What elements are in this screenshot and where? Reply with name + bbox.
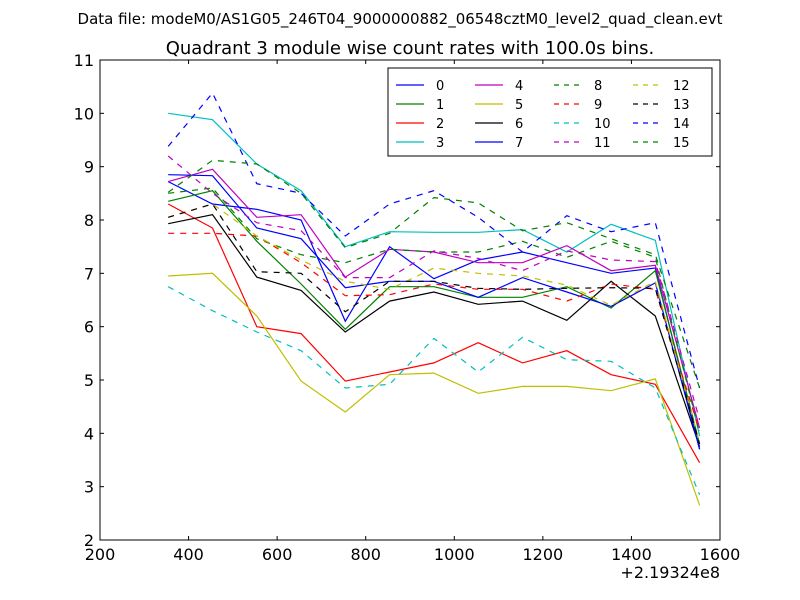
- x-tick-label: 1000: [434, 545, 475, 564]
- legend-label: 4: [515, 79, 523, 94]
- y-tick-label: 10: [74, 104, 94, 123]
- legend-label: 13: [673, 98, 690, 113]
- x-tick-label: 400: [173, 545, 204, 564]
- y-tick-label: 6: [84, 318, 94, 337]
- legend-label: 1: [436, 98, 444, 113]
- series-line-2: [167, 203, 701, 463]
- series-line-1: [168, 190, 701, 445]
- x-axis: 200 400 600 800 1000 1200 1400 1600: [85, 60, 741, 564]
- series-line-13: [168, 203, 701, 445]
- legend-label: 2: [436, 117, 444, 132]
- x-tick-label: 800: [350, 545, 381, 564]
- legend-label: 10: [594, 117, 611, 132]
- legend-label: 15: [673, 136, 690, 151]
- legend-label: 12: [673, 79, 690, 94]
- series-line-0: [167, 181, 701, 450]
- x-tick-label: 1600: [700, 545, 741, 564]
- legend-label: 6: [515, 117, 523, 132]
- chart-suptitle: Data file: modeM0/AS1G05_246T04_90000008…: [78, 10, 723, 29]
- x-tick-label: 600: [262, 545, 293, 564]
- plot-frame: [99, 59, 721, 541]
- series-line-15: [167, 159, 701, 389]
- y-tick-label: 11: [74, 51, 94, 70]
- y-tick-label: 8: [84, 211, 94, 230]
- legend-label: 7: [515, 136, 523, 151]
- y-tick-label: 3: [84, 478, 94, 497]
- legend-label: 3: [436, 136, 444, 151]
- y-tick-label: 4: [84, 424, 94, 443]
- series-line-12: [168, 203, 701, 444]
- legend-box: [387, 67, 713, 157]
- legend-label: 8: [594, 79, 602, 94]
- x-tick-label: 1200: [522, 545, 563, 564]
- series-line-11: [167, 155, 701, 421]
- plot-series: [167, 92, 701, 506]
- x-tick-label: 200: [85, 545, 116, 564]
- x-offset-label: +2.19324e8: [620, 563, 720, 582]
- series-line-8: [168, 187, 701, 434]
- legend-label: 14: [673, 117, 690, 132]
- legend-label: 11: [594, 136, 611, 151]
- legend-label: 0: [436, 79, 444, 94]
- series-line-5: [168, 272, 701, 506]
- chart-title: Quadrant 3 module wise count rates with …: [166, 38, 655, 59]
- y-tick-label: 7: [84, 264, 94, 283]
- legend-label: 9: [594, 98, 602, 113]
- y-tick-label: 5: [84, 371, 94, 390]
- series-line-14: [167, 92, 701, 389]
- y-tick-label: 9: [84, 158, 94, 177]
- series-line-10: [167, 286, 701, 495]
- series-line-4: [168, 168, 701, 429]
- series-line-6: [168, 214, 701, 447]
- y-tick-label: 2: [84, 531, 94, 550]
- legend-label: 5: [515, 98, 523, 113]
- x-tick-label: 1400: [611, 545, 652, 564]
